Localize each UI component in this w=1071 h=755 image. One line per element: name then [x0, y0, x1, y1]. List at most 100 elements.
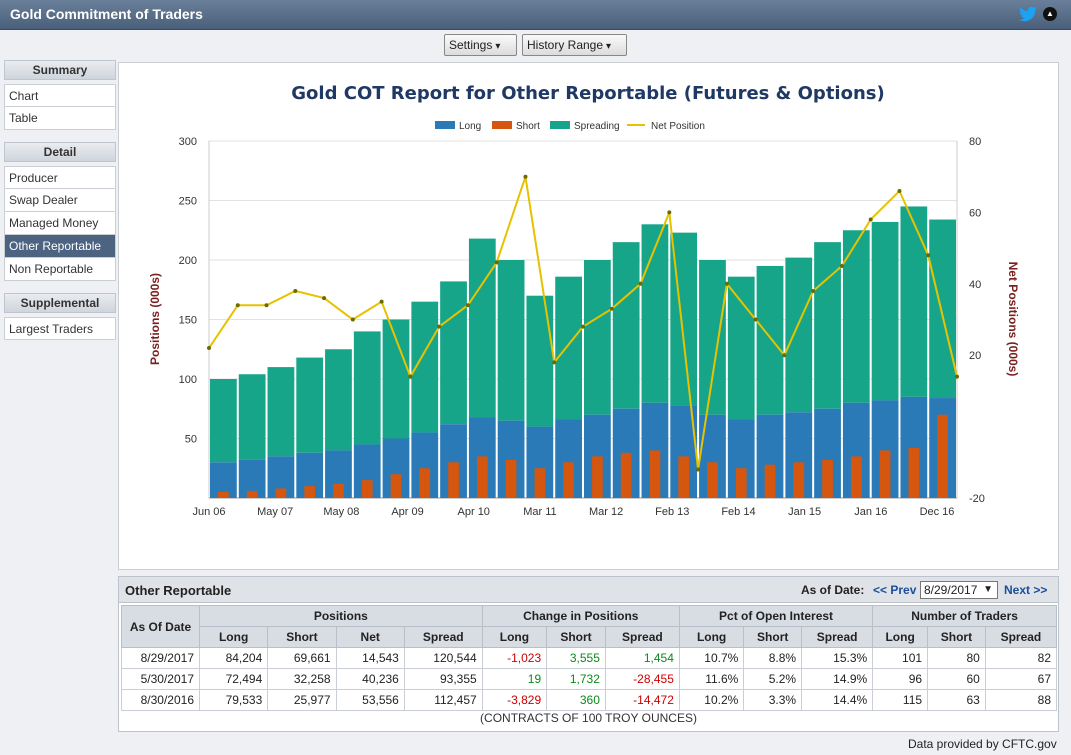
- sidebar-item-largest-traders[interactable]: Largest Traders: [4, 317, 116, 340]
- spreading-bar: [929, 219, 956, 399]
- short-bar: [246, 490, 258, 498]
- col-group-change: Change in Positions: [481, 605, 680, 627]
- table-cell: 10.2%: [678, 689, 745, 711]
- subheader-net-2: Net: [335, 626, 405, 648]
- cot-table: As Of Date Positions Change in Positions…: [121, 605, 1058, 711]
- prev-link[interactable]: << Prev: [873, 583, 917, 597]
- spreading-bar: [584, 260, 611, 415]
- table-footnote: (CONTRACTS OF 100 TROY OUNCES): [480, 711, 697, 725]
- net-position-point: [696, 467, 701, 472]
- spreading-bar: [267, 367, 295, 457]
- short-bar: [476, 456, 488, 498]
- y2-tick-label: -20: [969, 493, 985, 505]
- table-cell: 14,543: [335, 647, 405, 669]
- date-select[interactable]: 8/29/2017 ▼: [920, 581, 998, 599]
- net-position-point: [724, 281, 729, 286]
- next-link[interactable]: Next >>: [1004, 583, 1048, 597]
- twitter-icon[interactable]: [1019, 6, 1037, 22]
- date-select-value: 8/29/2017: [924, 583, 978, 597]
- subheader-spread-12: Spread: [984, 626, 1058, 648]
- net-position-point: [897, 188, 902, 193]
- spreading-bar: [440, 281, 467, 425]
- table-cell: 53,556: [335, 689, 405, 711]
- spreading-bar: [497, 260, 525, 421]
- x-tick-label: Mar 11: [523, 506, 556, 518]
- net-position-point: [322, 296, 327, 301]
- chevron-down-icon: ▾: [606, 41, 612, 52]
- table-cell: 120,544: [403, 647, 483, 669]
- sidebar-head-supplemental: Supplemental: [4, 293, 116, 313]
- spreading-bar: [900, 206, 928, 397]
- sidebar-item-other-reportable[interactable]: Other Reportable: [4, 235, 116, 258]
- settings-label: Settings: [449, 38, 493, 52]
- x-tick-label: Feb 14: [721, 506, 755, 518]
- net-position-point: [523, 174, 528, 179]
- y-tick-label: 250: [179, 196, 197, 208]
- table-cell: 14.4%: [801, 689, 874, 711]
- chevron-down-icon: ▾: [495, 41, 501, 52]
- short-bar: [707, 462, 718, 498]
- chart-title: Gold COT Report for Other Reportable (Fu…: [291, 83, 884, 104]
- y-tick-label: 300: [179, 136, 197, 148]
- table-cell: 11.6%: [678, 668, 745, 690]
- subheader-long-4: Long: [481, 626, 548, 648]
- sidebar-item-producer[interactable]: Producer: [4, 166, 116, 189]
- short-bar: [850, 456, 862, 498]
- subheader-long-10: Long: [872, 626, 929, 648]
- y-tick-label: 50: [185, 434, 197, 446]
- short-bar: [361, 480, 373, 498]
- sidebar-item-chart[interactable]: Chart: [4, 84, 116, 107]
- x-tick-label: Jan 16: [854, 506, 887, 518]
- net-position-point: [379, 299, 384, 304]
- settings-button[interactable]: Settings ▾: [444, 34, 517, 56]
- collapse-icon[interactable]: ▲: [1043, 7, 1057, 21]
- short-bar: [592, 456, 603, 498]
- legend-label-long: Long: [459, 121, 481, 132]
- table-cell: 14.9%: [801, 668, 874, 690]
- net-position-point: [667, 210, 672, 215]
- spreading-bar: [756, 265, 784, 415]
- table-cell: 80: [927, 647, 986, 669]
- net-position-point: [465, 303, 470, 308]
- short-bar: [333, 483, 344, 498]
- x-tick-label: May 07: [257, 506, 293, 518]
- table-cell: 84,204: [198, 647, 269, 669]
- table-cell: 112,457: [403, 689, 483, 711]
- subheader-short-8: Short: [743, 626, 803, 648]
- table-cell: -28,455: [604, 668, 680, 690]
- table-cell: 40,236: [335, 668, 405, 690]
- net-position-point: [350, 317, 355, 322]
- sidebar-item-swap-dealer[interactable]: Swap Dealer: [4, 189, 116, 212]
- table-cell: 115: [872, 689, 929, 711]
- y-tick-label: 100: [179, 374, 197, 386]
- short-bar: [563, 462, 574, 498]
- table-cell: 88: [984, 689, 1058, 711]
- table-cell: 63: [927, 689, 986, 711]
- as-of-label: As of Date:: [801, 583, 865, 597]
- short-bar: [937, 414, 948, 498]
- sidebar-item-table[interactable]: Table: [4, 107, 116, 130]
- table-cell: 8.8%: [743, 647, 803, 669]
- history-range-button[interactable]: History Range ▾: [522, 34, 627, 56]
- table-cell: 32,258: [267, 668, 337, 690]
- legend-swatch-spreading: [550, 121, 570, 129]
- net-position-point: [638, 281, 643, 286]
- data-table-panel: Other Reportable As of Date: << Prev 8/2…: [118, 576, 1059, 732]
- net-position-point: [293, 288, 298, 293]
- net-position-point: [868, 217, 873, 222]
- x-tick-label: Jun 06: [192, 506, 225, 518]
- sidebar-item-non-reportable[interactable]: Non Reportable: [4, 258, 116, 281]
- sidebar-item-managed-money[interactable]: Managed Money: [4, 212, 116, 235]
- table-row: 8/29/2017 84,204 69,661 14,543 120,544 -1,023…: [121, 647, 1058, 669]
- x-tick-label: Feb 13: [655, 506, 689, 518]
- net-position-point: [552, 360, 557, 365]
- spreading-bar: [727, 276, 755, 420]
- spreading-bar: [641, 224, 669, 403]
- short-bar: [505, 459, 517, 498]
- row-date: 8/30/2016: [121, 689, 200, 711]
- subheader-spread-6: Spread: [604, 626, 680, 648]
- net-position-point: [264, 303, 269, 308]
- table-row: 5/30/2017 72,494 32,258 40,236 93,355 19 1,732…: [121, 668, 1058, 690]
- table-cell: 101: [872, 647, 929, 669]
- spreading-bar: [612, 242, 640, 409]
